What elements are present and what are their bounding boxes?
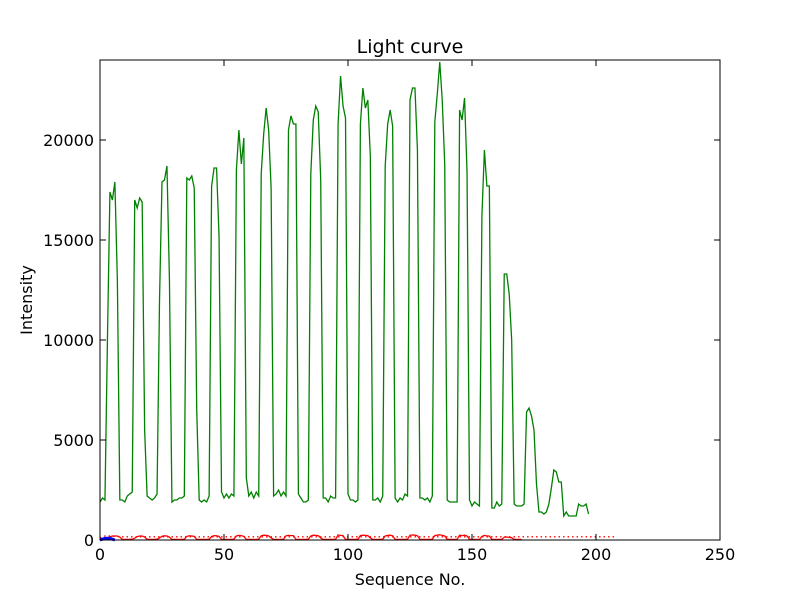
chart-title: Light curve [357,36,464,58]
x-tick-label: 200 [581,545,612,564]
y-tick-label: 10000 [43,331,94,350]
series-line-red [99,534,522,541]
x-tick-label: 50 [214,545,234,564]
y-axis-label: Intensity [17,265,36,335]
series-layer [99,61,616,542]
y-tick-label: 0 [84,531,94,550]
axes-frame [99,59,721,541]
y-tick-label: 20000 [43,131,94,150]
x-axis-label: Sequence No. [355,570,466,589]
series-line-green [99,61,590,519]
x-axis-ticks: 0 50 100 150 200 250 [95,60,735,564]
y-tick-label: 15000 [43,231,94,250]
x-tick-label: 100 [333,545,364,564]
series-line-blue [99,536,116,542]
x-tick-label: 250 [705,545,736,564]
series-line-red-dotted [99,535,616,539]
x-tick-label: 150 [457,545,488,564]
y-tick-label: 5000 [53,431,94,450]
x-tick-label: 0 [95,545,105,564]
y-axis-ticks: 0 5000 10000 15000 20000 [43,131,720,550]
